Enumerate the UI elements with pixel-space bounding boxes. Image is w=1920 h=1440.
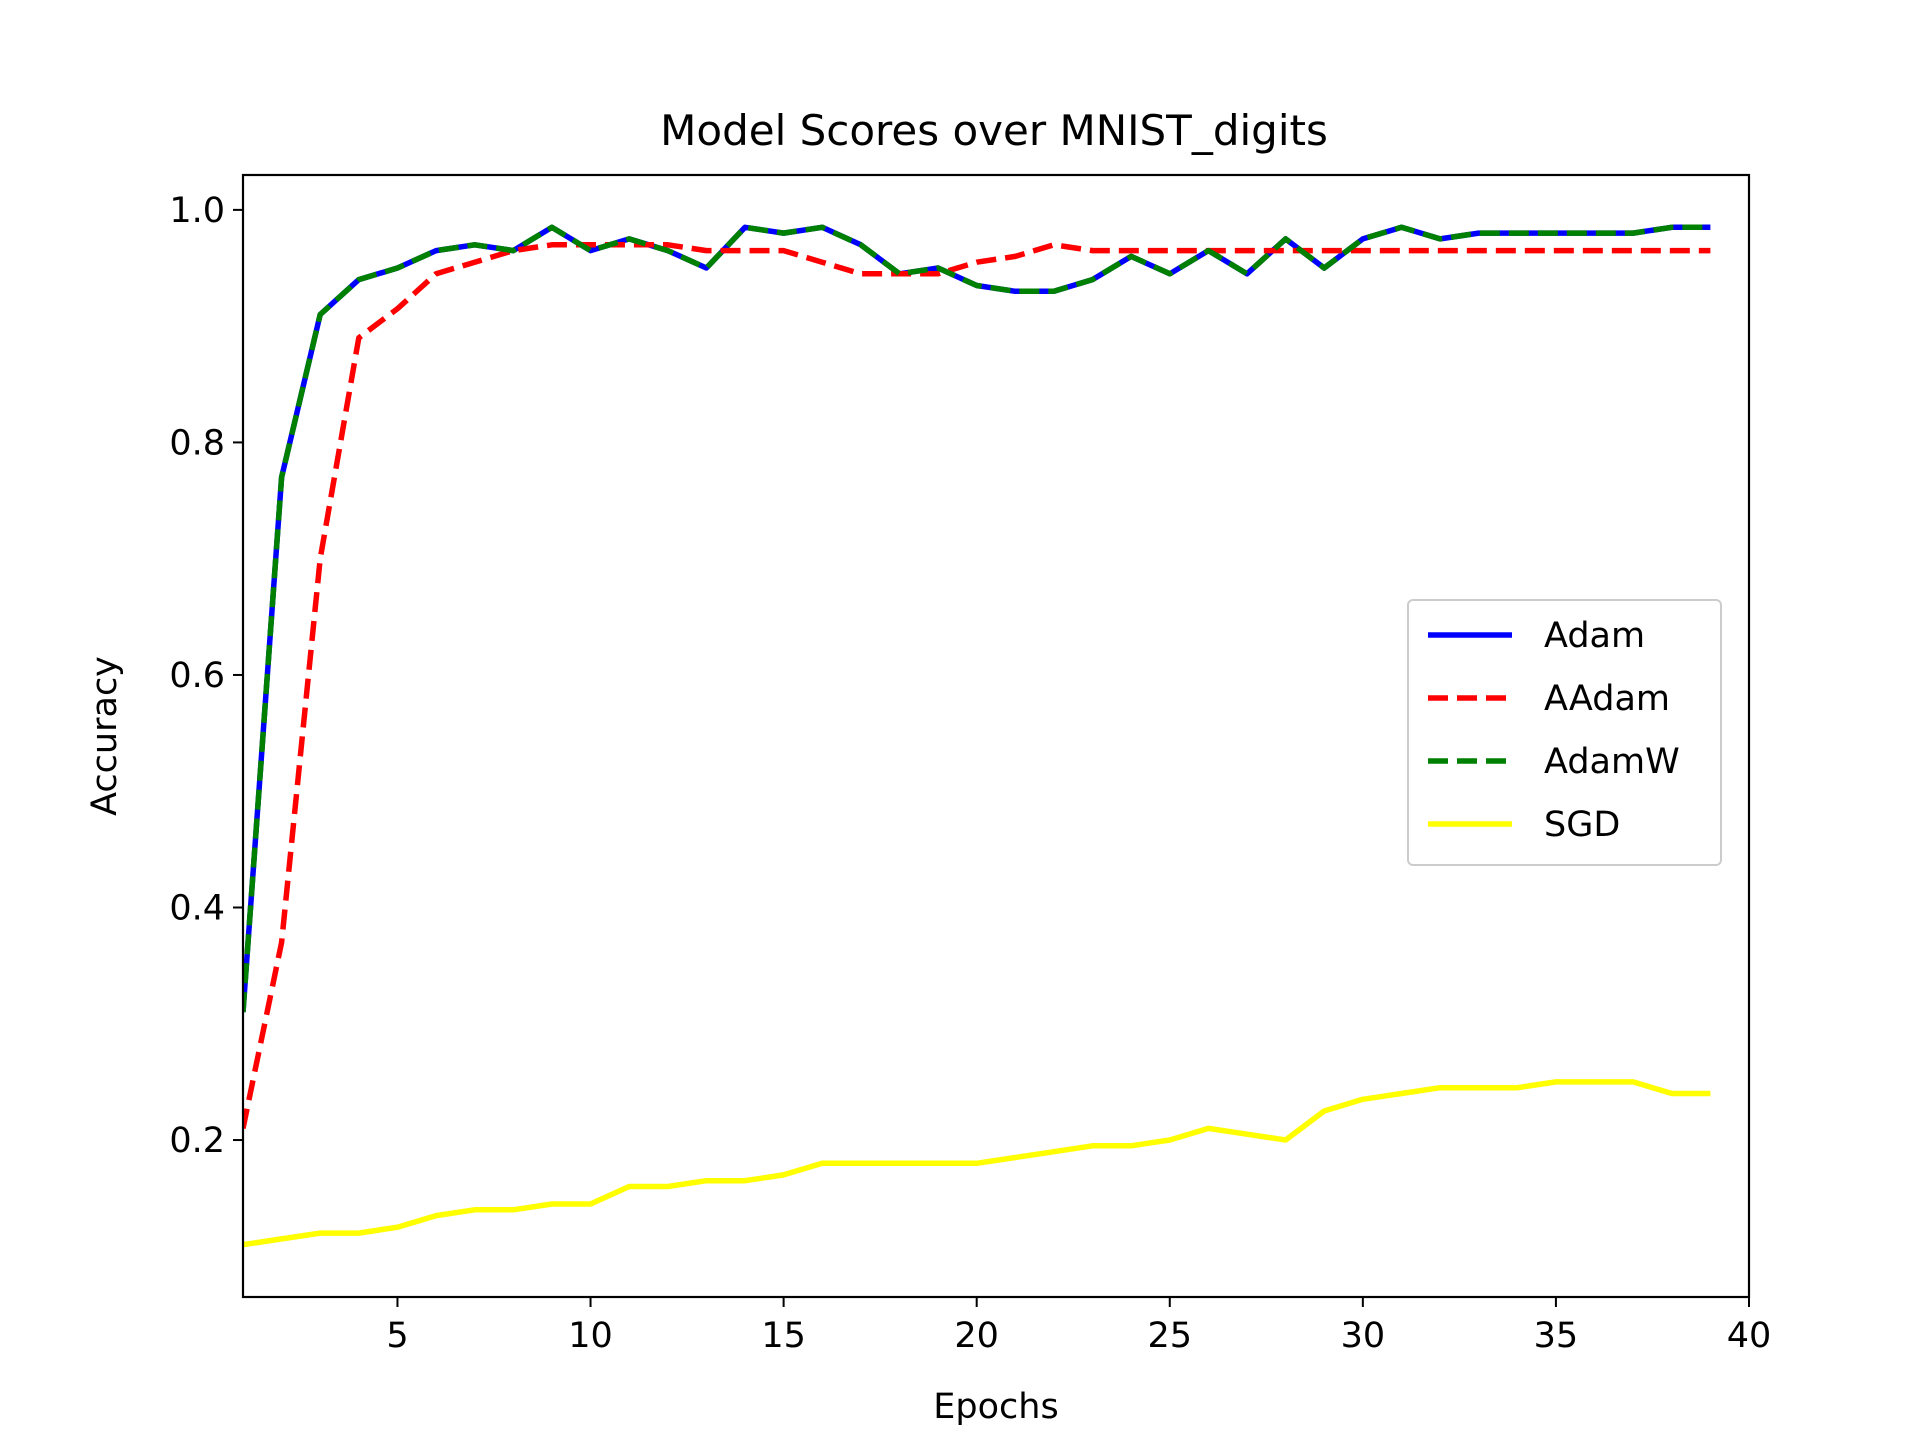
y-axis: 0.2 0.4 0.6 0.8 1.0	[169, 191, 243, 1161]
legend-label-adamw: AdamW	[1544, 742, 1680, 782]
plot-frame	[241, 173, 1751, 1299]
x-tick-label: 30	[1341, 1316, 1386, 1356]
chart-title: Model Scores over MNIST_digits	[660, 106, 1328, 155]
series-layer	[243, 224, 1711, 1248]
x-tick-label: 15	[761, 1316, 806, 1356]
legend-label-aadam: AAdam	[1544, 679, 1670, 719]
y-tick-label: 1.0	[169, 191, 225, 231]
legend-label-adam: Adam	[1544, 616, 1645, 656]
y-tick-label: 0.2	[169, 1121, 225, 1161]
legend-label-sgd: SGD	[1544, 805, 1620, 845]
x-tick-label: 5	[386, 1316, 408, 1356]
x-tick-label: 10	[568, 1316, 613, 1356]
legend-box	[1407, 599, 1722, 866]
legend: Adam AAdam AdamW SGD	[1407, 599, 1722, 866]
series-line-adamw	[243, 224, 1711, 1013]
x-tick-label: 35	[1534, 1316, 1579, 1356]
x-axis: 5 10 15 20 25 30 35 40	[386, 1297, 1771, 1356]
series-line-aadam	[243, 242, 1711, 1129]
x-tick-label: 20	[954, 1316, 999, 1356]
x-axis-label: Epochs	[933, 1387, 1058, 1427]
series-line-sgd	[243, 1079, 1711, 1248]
y-axis-label: Accuracy	[85, 656, 125, 816]
x-tick-label: 40	[1727, 1316, 1772, 1356]
y-tick-label: 0.6	[169, 656, 225, 696]
x-tick-label: 25	[1147, 1316, 1192, 1356]
y-tick-label: 0.4	[169, 888, 225, 928]
y-tick-label: 0.8	[169, 423, 225, 463]
